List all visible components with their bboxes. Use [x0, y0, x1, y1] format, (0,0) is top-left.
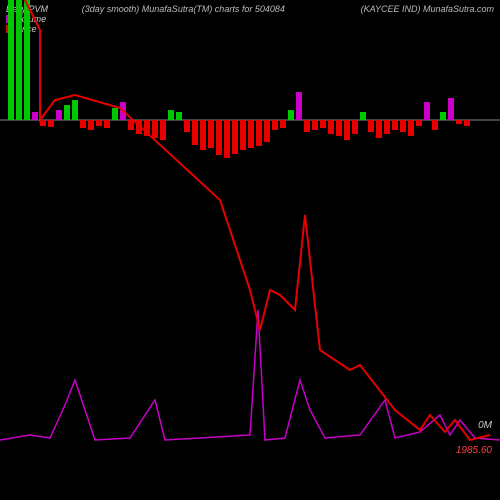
chart-svg	[0, 0, 500, 500]
price-axis-label: 1985.60	[456, 445, 492, 456]
volume-axis-label: 0M	[478, 420, 492, 431]
